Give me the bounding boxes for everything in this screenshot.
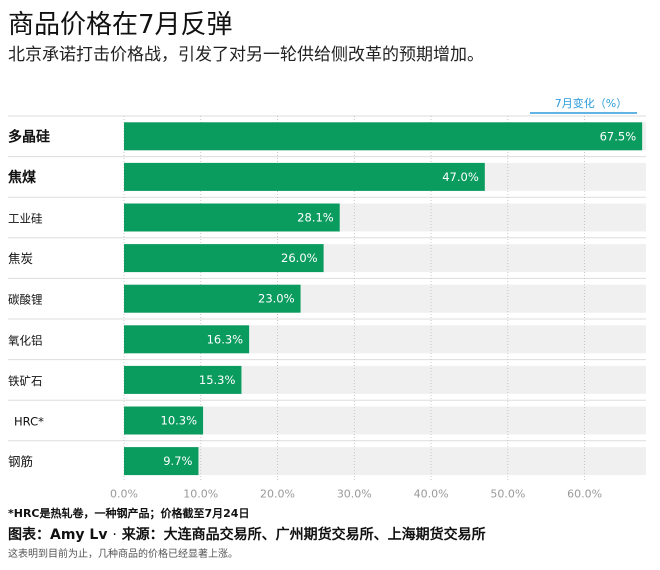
- bar-value-label: 28.1%: [297, 211, 334, 225]
- bar-track: [124, 406, 646, 435]
- category-label: 焦煤: [7, 169, 37, 186]
- bar-value-label: 26.0%: [281, 251, 318, 265]
- x-tick-label: 60.0%: [567, 487, 602, 500]
- bar: [124, 325, 250, 354]
- bar: [124, 162, 485, 191]
- category-label: HRC*: [14, 415, 44, 429]
- x-tick-label: 0.0%: [110, 487, 138, 500]
- category-label: 焦炭: [8, 251, 33, 266]
- x-tick-label: 30.0%: [337, 487, 372, 500]
- bar-track: [124, 447, 646, 476]
- category-label: 多晶硅: [8, 128, 50, 145]
- bar-value-label: 10.3%: [161, 414, 198, 428]
- credits: 图表：Amy Lv · 来源：大连商品交易所、广州期货交易所、上海期货交易所: [8, 524, 486, 544]
- bar-value-label: 16.3%: [207, 332, 244, 346]
- footnote: *HRC是热轧卷，一种钢产品；价格截至7月24日: [8, 507, 250, 520]
- disclaimer: 这表明到目前为止，几种商品的价格已经显著上涨。: [8, 549, 238, 560]
- chart-credit: 图表：Amy Lv: [8, 527, 108, 543]
- bar: [124, 284, 301, 313]
- bar: [124, 244, 324, 273]
- x-tick-label: 10.0%: [183, 487, 218, 500]
- bar: [124, 122, 643, 151]
- bar-value-label: 9.7%: [163, 454, 192, 468]
- credit-separator: ·: [112, 527, 117, 543]
- category-label: 铁矿石: [8, 374, 43, 388]
- bar: [124, 203, 340, 232]
- bar-chart: 7月变化（%） 67.5% 多晶硅 47.0% 焦煤 28.1% 工业硅 26.0% 焦炭 23.…: [7, 96, 646, 500]
- bar: [124, 447, 199, 476]
- category-label: 碳酸锂: [8, 293, 43, 307]
- bar-value-label: 23.0%: [258, 292, 295, 306]
- bar-value-label: 67.5%: [600, 129, 637, 143]
- chart-subtitle: 北京承诺打击价格战，引发了对另一轮供给侧改革的预期增加。: [8, 45, 484, 65]
- x-tick-label: 40.0%: [414, 487, 449, 500]
- category-label: 工业硅: [8, 212, 43, 226]
- x-tick-label: 50.0%: [490, 487, 525, 500]
- bar-value-label: 47.0%: [442, 170, 479, 184]
- x-tick-label: 20.0%: [260, 487, 295, 500]
- legend-label: 7月变化（%）: [555, 96, 627, 110]
- bar: [124, 365, 242, 394]
- bar-value-label: 15.3%: [199, 373, 236, 387]
- chart-title: 商品价格在7月反弹: [8, 10, 233, 40]
- category-label: 钢筋: [8, 454, 33, 469]
- bar: [124, 406, 204, 435]
- source-credit: 来源：大连商品交易所、广州期货交易所、上海期货交易所: [121, 527, 486, 543]
- category-label: 氧化铝: [8, 333, 43, 347]
